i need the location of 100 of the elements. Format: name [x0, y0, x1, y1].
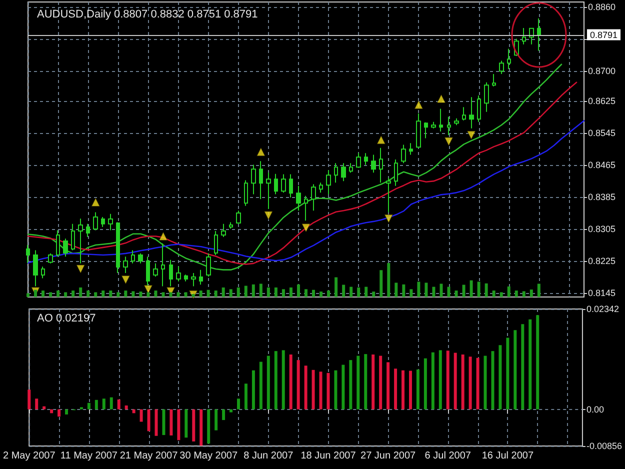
bar: [139, 292, 142, 297]
candlestick: [221, 223, 226, 238]
x-tick-label: 30 May 2007: [180, 450, 238, 462]
candlestick: [78, 218, 83, 264]
bar: [252, 284, 255, 297]
y-tick-label: 0.8700: [588, 66, 616, 76]
point: [414, 100, 423, 109]
line-series: [27, 120, 585, 264]
bar: [530, 290, 533, 297]
bar: [94, 400, 98, 410]
candlestick: [281, 174, 286, 194]
point: [264, 211, 273, 220]
bar: [87, 402, 90, 410]
bar: [282, 350, 285, 410]
bar: [35, 398, 38, 410]
candlestick: [63, 238, 68, 258]
candlestick: [48, 252, 53, 264]
bar: [342, 284, 346, 297]
bar: [372, 292, 376, 297]
candlestick: [199, 269, 203, 286]
candlestick: [33, 250, 38, 287]
candlestick: [138, 252, 143, 264]
bar: [484, 356, 487, 410]
candlestick: [176, 266, 181, 282]
candlestick: [161, 242, 165, 287]
bar: [296, 360, 300, 410]
candlestick: [108, 213, 113, 231]
y-tick-label: 0.8385: [588, 192, 616, 202]
bar: [237, 398, 240, 410]
candlestick: [191, 272, 196, 287]
x-tick-label: 27 Jun 2007: [360, 450, 416, 462]
bar: [349, 360, 352, 410]
candlestick: [356, 152, 361, 168]
bar: [536, 315, 540, 410]
y-tick-label: 0.8305: [588, 224, 616, 234]
bar: [296, 284, 300, 297]
bar: [416, 369, 420, 410]
candlestick: [251, 164, 256, 195]
candlestick: [146, 256, 150, 287]
bar: [56, 290, 60, 297]
candlestick: [244, 180, 248, 206]
y-tick-label: 0.8225: [588, 256, 616, 266]
bar: [476, 358, 480, 410]
x-tick-label: 16 Jul 2007: [482, 450, 534, 462]
bar: [124, 290, 128, 297]
bar: [102, 290, 105, 297]
text: AUDUSD,Daily 0.8807 0.8832 0.8751 0.8791: [37, 8, 258, 20]
bar: [116, 292, 120, 297]
bar: [79, 287, 82, 297]
bar: [289, 287, 292, 297]
candlestick: [409, 142, 413, 156]
candlestick: [537, 18, 541, 52]
bar: [146, 292, 150, 297]
candlestick: [334, 162, 338, 184]
x-tick-label: 11 May 2007: [60, 450, 118, 462]
candlestick: [304, 195, 308, 222]
bar: [274, 287, 278, 297]
bar: [312, 370, 315, 410]
bar: [42, 290, 45, 297]
candlestick: [454, 118, 459, 126]
bar: [461, 354, 464, 410]
bar: [207, 409, 210, 444]
x-tick-label: 18 Jun 2007: [300, 450, 356, 462]
bar: [410, 289, 413, 297]
bar: [356, 356, 360, 410]
bar: [26, 293, 30, 297]
bar: [326, 372, 330, 410]
candlestick: [289, 174, 293, 198]
bar: [252, 370, 255, 410]
candlestick: [492, 73, 496, 87]
candlestick: [184, 274, 188, 282]
bar: [357, 287, 360, 297]
bar: [147, 409, 150, 432]
bar: [364, 354, 368, 410]
candlestick: [41, 266, 45, 279]
candlestick: [507, 48, 511, 70]
bar: [304, 366, 308, 410]
bar: [58, 409, 61, 417]
candlestick: [311, 184, 316, 212]
candlestick: [484, 82, 489, 112]
bar: [319, 372, 322, 410]
candlestick: [341, 162, 346, 182]
bar: [431, 352, 434, 410]
bar: [94, 292, 98, 297]
candlestick: [462, 106, 466, 121]
bar: [110, 397, 113, 410]
bar: [200, 409, 203, 446]
bar: [117, 399, 120, 410]
candlestick: [93, 212, 98, 231]
candlestick: [131, 250, 135, 264]
bar: [402, 284, 406, 297]
x-tick-label: 2 May 2007: [2, 450, 56, 462]
bar: [408, 370, 412, 410]
candlestick: [266, 172, 271, 210]
bar: [109, 290, 112, 297]
candlestick: [386, 177, 391, 213]
bar: [424, 282, 428, 297]
bar: [342, 364, 345, 410]
bar: [140, 409, 143, 422]
ref-line-label: 0.8791: [590, 30, 618, 40]
